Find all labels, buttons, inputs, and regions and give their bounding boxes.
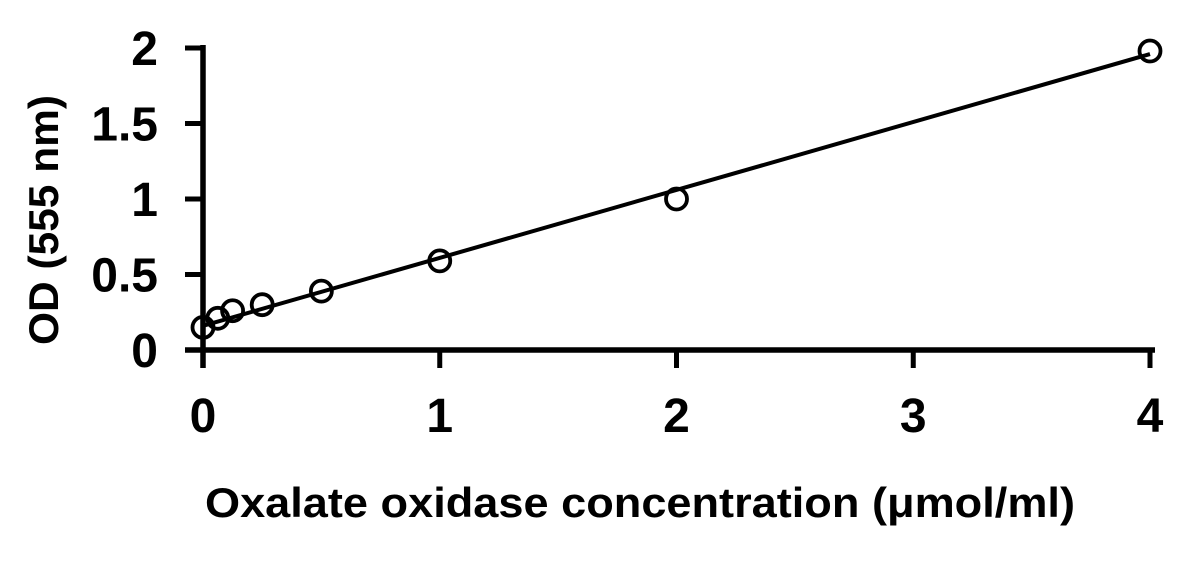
y-axis-title: OD (555 nm) — [20, 95, 67, 345]
x-tick-label: 1 — [426, 390, 453, 443]
x-axis-title: Oxalate oxidase concentration (μmol/ml) — [205, 479, 1075, 526]
data-point-marker — [427, 248, 453, 274]
data-point-marker — [1137, 38, 1163, 64]
data-point-marker — [220, 298, 245, 324]
x-tick-label: 3 — [900, 390, 927, 443]
data-series — [190, 38, 1163, 340]
y-tick-label: 0.5 — [91, 250, 158, 303]
x-tick-label: 2 — [663, 390, 690, 443]
data-point-marker — [664, 186, 689, 212]
y-tick-label: 1 — [131, 174, 158, 227]
y-tick-label: 1.5 — [91, 99, 158, 152]
data-point-marker — [249, 292, 275, 318]
x-tick-label: 4 — [1137, 390, 1164, 443]
axes: 0 0.5 1 1.5 2 0 1 2 3 4 — [91, 23, 1163, 443]
x-tick-label: 0 — [190, 390, 217, 443]
y-tick-label: 2 — [131, 23, 158, 76]
y-tick-label: 0 — [131, 325, 158, 378]
data-point-marker — [308, 278, 334, 304]
